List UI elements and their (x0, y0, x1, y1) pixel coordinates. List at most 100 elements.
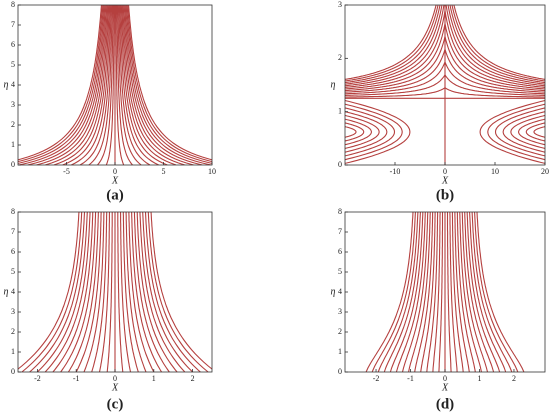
streamline (67, 212, 99, 372)
streamline (426, 212, 439, 372)
streamline (36, 5, 107, 165)
x-axis-label: X (111, 175, 119, 186)
streamline (345, 5, 545, 84)
streamline (117, 212, 124, 372)
streamline (123, 5, 194, 165)
streamline (466, 212, 501, 372)
streamline (345, 126, 357, 138)
streamline (53, 5, 109, 165)
streamline (525, 122, 545, 142)
y-tick-label: 1 (11, 347, 15, 356)
streamline (471, 212, 513, 372)
y-tick-label: 4 (338, 287, 342, 296)
panel-label: (c) (107, 396, 124, 412)
x-tick-label: 1 (152, 374, 156, 383)
streamline (75, 212, 102, 372)
streamline (345, 23, 545, 90)
y-tick-label: 8 (338, 207, 342, 216)
x-tick-label: -10 (390, 167, 401, 176)
streamline (44, 212, 91, 372)
streamline (116, 5, 133, 165)
streamline (345, 99, 411, 164)
y-tick-label: 2 (11, 120, 15, 129)
streamline (147, 212, 209, 372)
streamline (136, 212, 178, 372)
y-tick-label: 3 (338, 307, 342, 316)
x-tick-label: 10 (491, 167, 499, 176)
streamline (144, 212, 201, 372)
streamline (469, 212, 507, 372)
streamline (125, 5, 212, 165)
x-tick-label: 5 (162, 167, 166, 176)
streamline (345, 122, 365, 142)
streamline (401, 212, 429, 372)
streamline (345, 87, 545, 98)
streamline (60, 212, 97, 372)
panel-label: (d) (436, 396, 454, 412)
streamline (18, 5, 103, 163)
streamline (371, 212, 416, 372)
streamline (91, 212, 108, 372)
y-tick-label: 5 (11, 267, 15, 276)
streamline (131, 212, 163, 372)
streamline (449, 212, 458, 372)
streamline (345, 60, 545, 95)
y-tick-label: 0 (11, 367, 15, 376)
y-tick-label: 7 (338, 227, 342, 236)
streamlines (365, 212, 525, 372)
streamline (127, 5, 212, 163)
streamline (37, 212, 88, 372)
streamline (97, 5, 114, 165)
streamline (119, 5, 159, 165)
streamline (83, 212, 105, 372)
streamline (345, 5, 545, 85)
y-tick-label: 0 (338, 160, 342, 169)
x-tick-label: 20 (541, 167, 549, 176)
y-tick-label: 1 (338, 347, 342, 356)
streamlines (18, 212, 212, 372)
streamline (383, 212, 421, 372)
streamline (117, 5, 142, 165)
x-axis-label: X (441, 175, 449, 186)
x-axis-label: X (441, 382, 449, 393)
y-tick-label: 2 (11, 327, 15, 336)
streamline (510, 114, 545, 150)
streamline (345, 5, 545, 82)
streamline (18, 5, 102, 161)
y-tick-label: 6 (338, 247, 342, 256)
streamline (150, 212, 212, 370)
streamline (464, 212, 495, 372)
x-tick-label: 0 (443, 374, 447, 383)
streamline (21, 212, 83, 372)
y-tick-label: 1 (11, 140, 15, 149)
streamline (71, 5, 111, 165)
streamline (365, 212, 414, 372)
streamline (420, 212, 436, 372)
streamline (451, 212, 464, 372)
y-tick-label: 7 (11, 20, 15, 29)
streamlines (345, 5, 545, 165)
y-tick-label: 0 (338, 367, 342, 376)
y-tick-label: 7 (11, 227, 15, 236)
y-tick-label: 3 (11, 100, 15, 109)
streamline (494, 107, 545, 157)
x-tick-label: 2 (191, 374, 195, 383)
y-tick-label: 3 (338, 0, 342, 9)
streamline (345, 5, 545, 80)
streamline (377, 212, 419, 372)
streamline (115, 5, 125, 165)
streamline (432, 212, 441, 372)
y-tick-label: 4 (11, 80, 15, 89)
y-tick-label: 5 (11, 60, 15, 69)
streamline (345, 114, 380, 150)
x-tick-label: -5 (63, 167, 70, 176)
streamline (345, 103, 403, 161)
streamline (62, 5, 110, 165)
streamline (45, 5, 108, 165)
streamline (345, 73, 545, 96)
streamline (18, 212, 80, 370)
streamline (389, 212, 424, 372)
streamline (408, 212, 431, 372)
streamline (474, 212, 519, 372)
